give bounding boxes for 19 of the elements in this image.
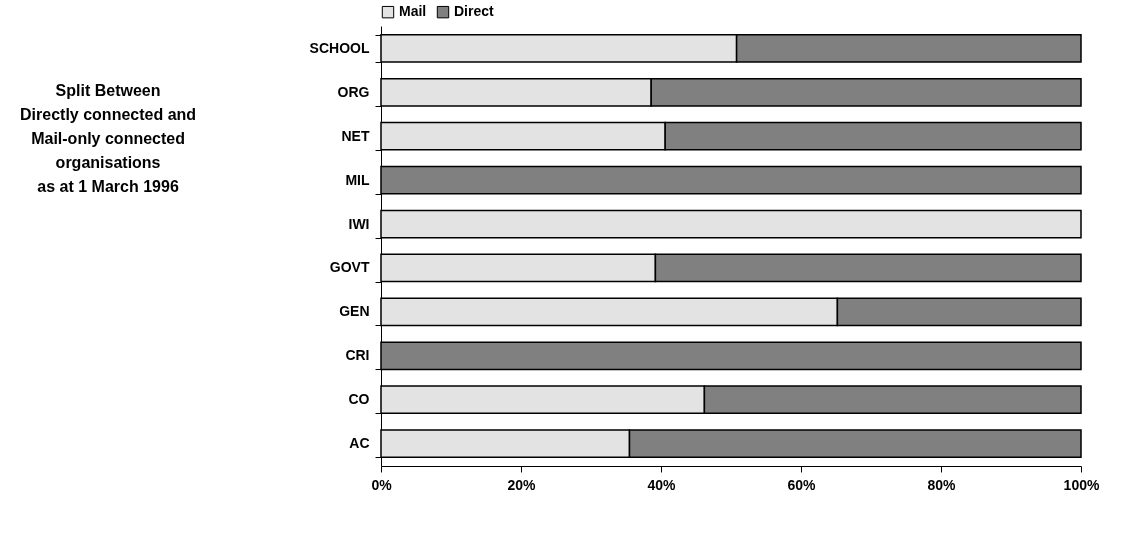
y-tick-label: CRI [345,347,370,364]
legend-label: Direct [454,3,495,20]
y-tick-label: GOVT [329,259,370,276]
y-tick-label: NET [341,127,370,144]
x-tick-label: 20% [507,476,537,493]
y-tick-label: CO [348,391,370,408]
x-tick-label: 40% [647,476,677,493]
x-tick-label: 0% [371,476,393,493]
y-tick-label: IWI [348,215,370,232]
x-tick-label: 100% [1063,476,1100,493]
y-tick-label: GEN [339,303,370,320]
x-tick-label: 80% [927,476,957,493]
y-tick-label: SCHOOL [309,39,370,56]
x-tick-label: 60% [787,476,817,493]
y-tick-label: MIL [345,171,370,188]
y-tick-label: AC [349,435,370,452]
y-tick-label: ORG [337,83,370,100]
text: Split Between Directly connected and Mail-only connected organisations as at 1 March 1996 [20,82,197,195]
legend-label: Mail [399,3,427,20]
